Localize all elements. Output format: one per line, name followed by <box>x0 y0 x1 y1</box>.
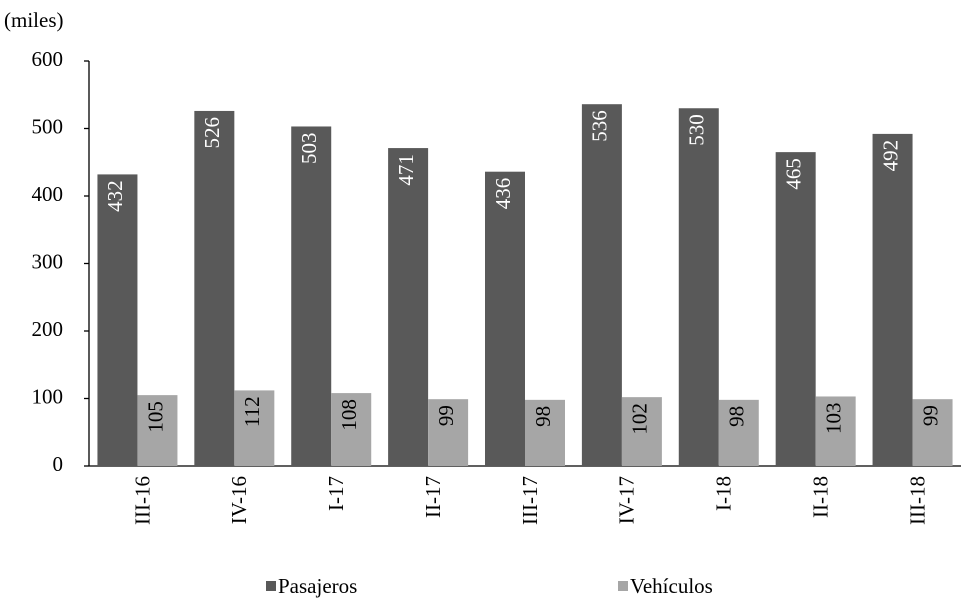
y-tick-label: 0 <box>53 452 64 476</box>
x-tick-label: IV-16 <box>227 476 251 524</box>
y-tick-label: 600 <box>32 47 64 71</box>
value-label: 102 <box>628 403 652 435</box>
bar <box>428 399 469 466</box>
bar <box>234 390 275 466</box>
value-label: 503 <box>297 132 321 164</box>
value-label: 103 <box>821 402 845 434</box>
x-tick-label: III-16 <box>130 476 154 525</box>
x-tick-label: III-18 <box>905 476 929 525</box>
x-tick-label: II-18 <box>808 476 832 518</box>
value-label: 112 <box>240 396 264 427</box>
value-label: 530 <box>685 114 709 146</box>
bar <box>872 133 913 466</box>
bar <box>331 393 372 466</box>
bar <box>485 171 525 466</box>
bar <box>581 104 622 466</box>
bar <box>621 397 662 466</box>
legend-swatch <box>266 581 276 591</box>
legend-label: Vehículos <box>630 574 713 598</box>
bar <box>718 399 759 466</box>
bar <box>291 126 332 466</box>
y-tick-label: 200 <box>32 317 64 341</box>
bar <box>815 396 856 466</box>
value-label: 492 <box>878 140 902 172</box>
x-tick-label: II-17 <box>421 476 445 518</box>
bar <box>775 152 816 466</box>
bar <box>388 148 429 466</box>
value-label: 526 <box>200 117 224 149</box>
y-axis-label: (miles) <box>4 8 63 32</box>
bar <box>97 174 138 466</box>
x-tick-label: I-18 <box>712 476 736 511</box>
value-label: 471 <box>394 154 418 186</box>
value-label: 536 <box>588 110 612 142</box>
y-tick-label: 500 <box>32 114 64 138</box>
y-tick-label: 100 <box>32 384 64 408</box>
value-label: 465 <box>781 158 805 190</box>
bar <box>912 399 953 466</box>
x-tick-label: III-17 <box>518 476 542 525</box>
value-label: 98 <box>531 406 555 427</box>
bar <box>678 108 719 466</box>
value-label: 432 <box>103 180 127 212</box>
y-tick-label: 400 <box>32 182 64 206</box>
x-tick-label: IV-17 <box>615 476 639 524</box>
value-label: 98 <box>725 406 749 427</box>
bar <box>194 110 235 466</box>
y-tick-label: 300 <box>32 249 64 273</box>
value-label: 436 <box>491 178 515 210</box>
legend-label: Pasajeros <box>278 574 357 598</box>
x-tick-label: I-17 <box>324 476 348 511</box>
value-label: 99 <box>434 405 458 426</box>
bar <box>525 399 565 466</box>
legend-swatch <box>618 581 628 591</box>
value-label: 108 <box>337 399 361 431</box>
value-label: 105 <box>143 401 167 433</box>
bar <box>137 395 178 466</box>
value-label: 99 <box>918 405 942 426</box>
